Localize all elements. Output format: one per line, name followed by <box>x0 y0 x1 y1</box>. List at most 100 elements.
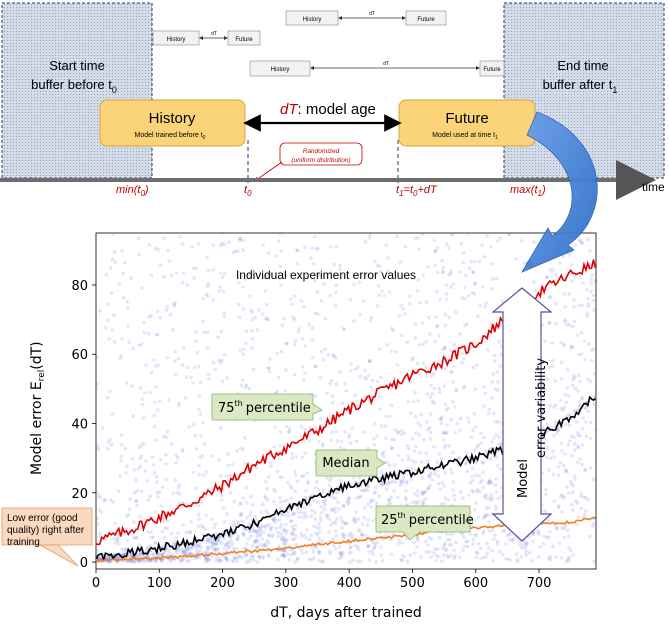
scatter-point <box>353 543 357 548</box>
scatter-point <box>524 549 528 554</box>
scatter-point <box>548 404 553 408</box>
scatter-point <box>165 304 169 309</box>
scatter-point <box>488 480 493 484</box>
scatter-point <box>563 469 568 474</box>
scatter-point <box>496 388 500 393</box>
scatter-point <box>271 518 276 522</box>
scatter-point <box>569 346 573 350</box>
scatter-point <box>490 440 494 444</box>
scatter-point <box>187 529 192 534</box>
scatter-point <box>305 497 309 501</box>
scatter-point <box>267 533 272 538</box>
scatter-point <box>452 343 457 347</box>
scatter-point <box>428 412 433 417</box>
scatter-point <box>506 532 511 537</box>
scatter-point <box>204 513 208 518</box>
scatter-point <box>124 381 129 385</box>
scatter-point <box>457 555 462 559</box>
scatter-point <box>248 529 253 534</box>
scatter-point <box>574 409 579 413</box>
scatter-point <box>264 545 269 549</box>
scatter-point <box>473 282 477 287</box>
scatter-point <box>482 404 487 409</box>
scatter-point <box>328 245 333 249</box>
scatter-point <box>473 473 478 478</box>
scatter-point <box>497 435 501 440</box>
scatter-point <box>324 513 328 517</box>
scatter-point <box>168 312 173 317</box>
scatter-point <box>211 243 216 247</box>
scatter-point <box>350 426 355 431</box>
scatter-point <box>174 460 178 465</box>
scatter-point <box>313 424 317 429</box>
scatter-point <box>159 457 163 462</box>
scatter-point <box>318 530 322 534</box>
scatter-point <box>564 422 568 427</box>
scatter-point <box>187 559 192 563</box>
scatter-point <box>303 495 308 500</box>
scatter-point <box>226 540 230 544</box>
scatter-point <box>559 360 564 365</box>
scatter-point <box>115 539 120 543</box>
scatter-point <box>233 555 237 560</box>
scatter-point <box>132 468 137 472</box>
scatter-point <box>291 530 295 535</box>
scatter-point <box>580 303 585 307</box>
scatter-point <box>399 333 404 338</box>
scatter-point <box>396 453 401 458</box>
scatter-point <box>241 352 246 357</box>
scatter-point <box>206 547 210 551</box>
scatter-point <box>390 552 394 556</box>
scatter-point <box>213 542 218 546</box>
scatter-point <box>430 399 435 404</box>
scatter-point <box>192 276 196 281</box>
scatter-point <box>545 455 549 460</box>
scatter-point <box>591 298 595 303</box>
scatter-point <box>411 399 416 404</box>
scatter-point <box>278 500 283 504</box>
scatter-point <box>401 476 406 480</box>
scatter-point <box>279 512 284 517</box>
scatter-point <box>334 430 338 434</box>
scatter-point <box>238 237 242 241</box>
scatter-point <box>416 500 421 504</box>
scatter-point <box>481 460 485 465</box>
scatter-point <box>404 489 408 493</box>
scatter-point <box>257 308 261 312</box>
scatter-point <box>445 554 450 558</box>
scatter-point <box>205 557 209 561</box>
scatter-point <box>463 286 467 290</box>
scatter-point <box>194 546 198 550</box>
scatter-point <box>367 359 372 364</box>
scatter-point <box>483 305 487 309</box>
future-subtitle: Model used at time t1 <box>432 132 498 141</box>
scatter-point <box>439 415 444 420</box>
label-25th-percentile: 25th percentile <box>375 505 474 541</box>
scatter-point <box>202 330 206 335</box>
scatter-point <box>202 550 207 555</box>
scatter-point <box>195 549 200 554</box>
scatter-point <box>151 535 156 539</box>
scatter-point <box>251 526 255 531</box>
scatter-point <box>101 426 105 431</box>
scatter-point <box>197 544 201 548</box>
scatter-point <box>288 484 293 488</box>
scatter-point <box>211 543 216 547</box>
scatter-point <box>578 238 582 242</box>
scatter-point <box>415 489 420 493</box>
scatter-point <box>295 248 299 253</box>
scatter-point <box>440 480 445 485</box>
scatter-point <box>271 518 276 522</box>
scatter-point <box>356 481 361 486</box>
scatter-point <box>372 541 376 545</box>
scatter-point <box>541 386 546 391</box>
scatter-point <box>289 553 293 557</box>
scatter-point <box>428 430 433 435</box>
scatter-point <box>119 433 124 438</box>
scatter-point <box>462 384 467 389</box>
scatter-point <box>258 542 263 547</box>
scatter-point <box>484 449 489 454</box>
scatter-point <box>497 339 501 344</box>
scatter-point <box>244 485 249 490</box>
scatter-point <box>386 461 390 465</box>
